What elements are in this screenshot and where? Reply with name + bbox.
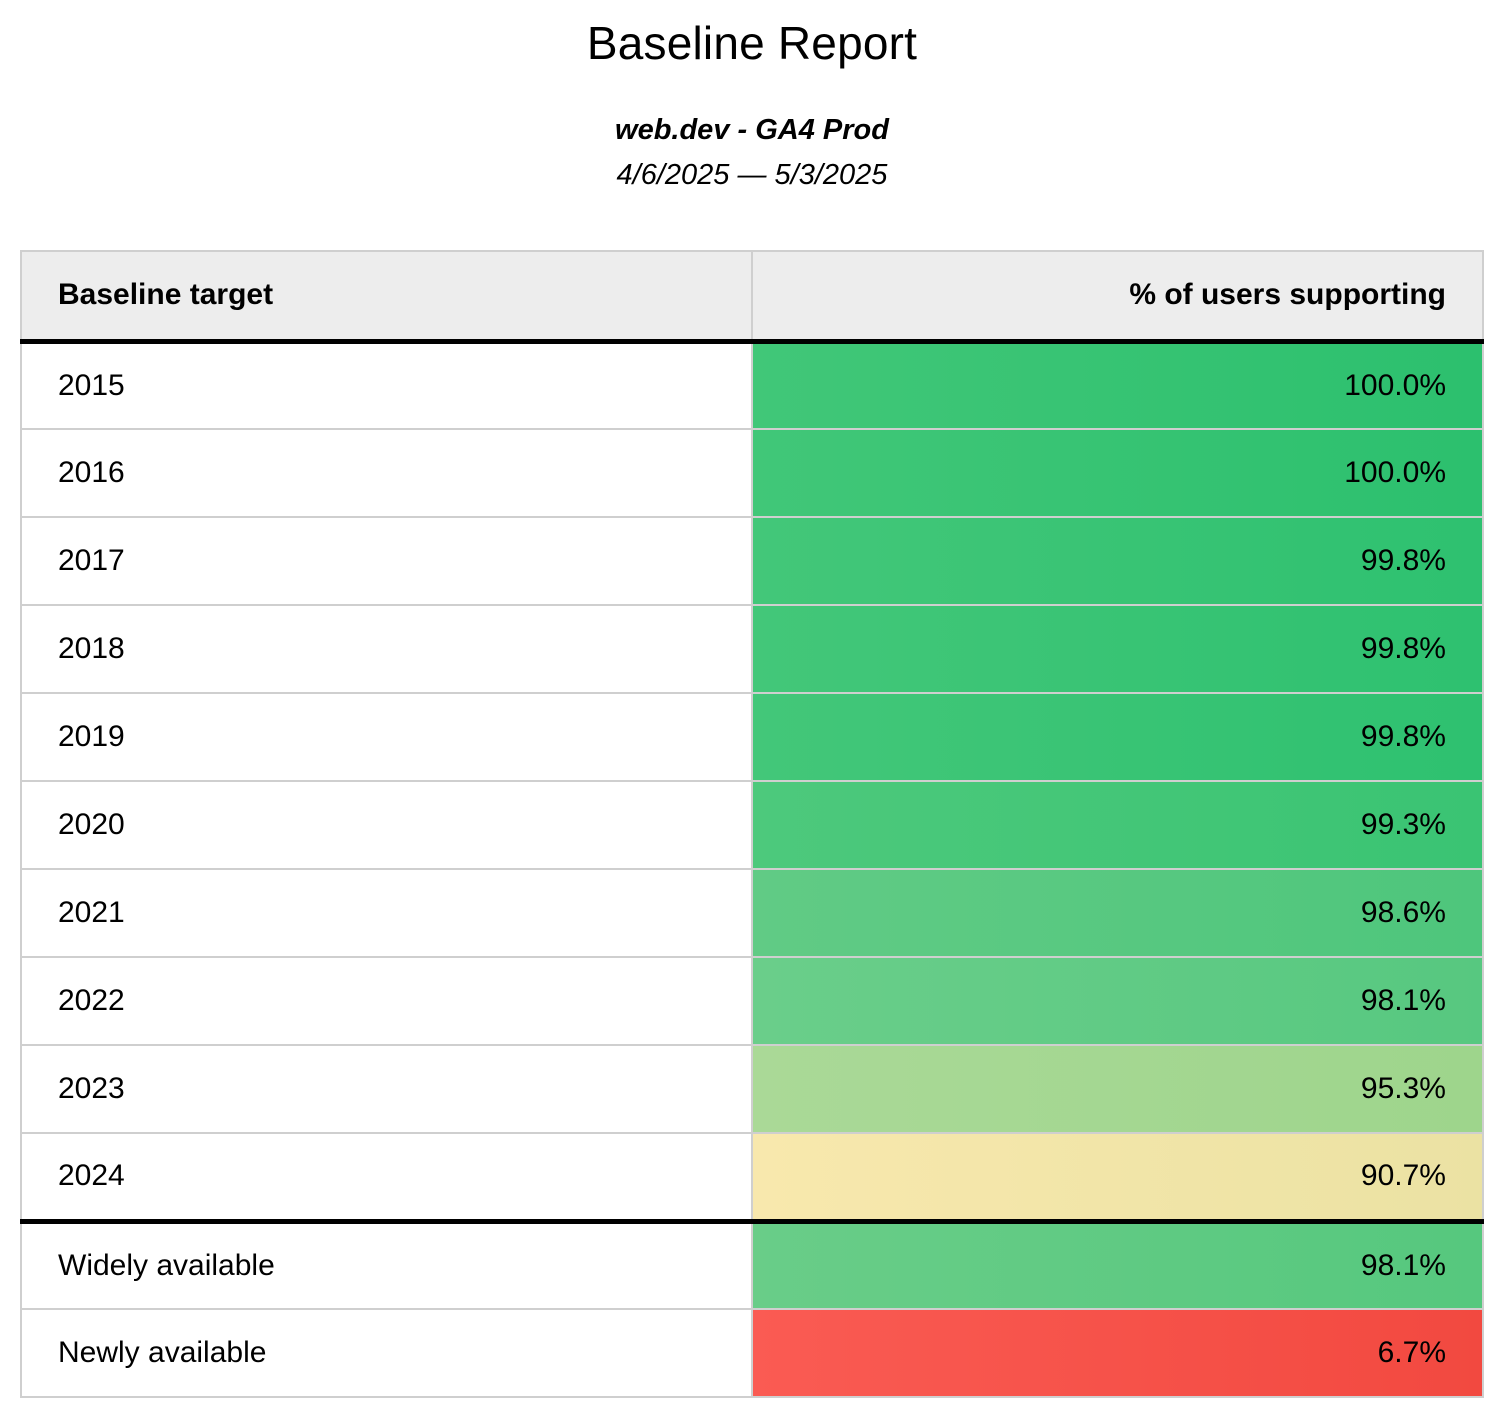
baseline-target-cell: Newly available [20, 1308, 753, 1398]
percent-supporting-cell: 98.1% [751, 1218, 1484, 1310]
percent-supporting-cell: 100.0% [751, 428, 1484, 518]
table-row: 2020 99.3% [20, 780, 1484, 870]
percent-supporting-cell: 98.1% [751, 956, 1484, 1046]
page-title: Baseline Report [586, 17, 918, 69]
table-header: Baseline target % of users supporting [20, 250, 1484, 344]
baseline-report-table: Baseline target % of users supporting 20… [20, 250, 1484, 1398]
table-row: Newly available 6.7% [20, 1308, 1484, 1398]
report-header: Baseline Report web.dev - GA4 Prod 4/6/2… [0, 16, 1504, 192]
report-date-range: 4/6/2025 — 5/3/2025 [616, 159, 888, 191]
report-subtitle: web.dev - GA4 Prod [615, 114, 889, 146]
baseline-target-cell: 2022 [20, 956, 753, 1046]
column-header-baseline-target: Baseline target [20, 250, 753, 344]
column-header-percent-users-supporting: % of users supporting [751, 250, 1484, 344]
table-row: 2015 100.0% [20, 340, 1484, 430]
baseline-target-cell: 2015 [20, 340, 753, 430]
baseline-target-cell: 2020 [20, 780, 753, 870]
baseline-target-cell: 2024 [20, 1132, 753, 1222]
baseline-target-cell: 2017 [20, 516, 753, 606]
percent-supporting-cell: 95.3% [751, 1044, 1484, 1134]
percent-supporting-cell: 100.0% [751, 340, 1484, 430]
percent-supporting-cell: 99.8% [751, 692, 1484, 782]
percent-supporting-cell: 99.8% [751, 516, 1484, 606]
percent-supporting-cell: 6.7% [751, 1308, 1484, 1398]
percent-supporting-cell: 99.3% [751, 780, 1484, 870]
percent-supporting-cell: 98.6% [751, 868, 1484, 958]
percent-supporting-cell: 90.7% [751, 1132, 1484, 1222]
baseline-target-cell: 2018 [20, 604, 753, 694]
table-row: 2021 98.6% [20, 868, 1484, 958]
baseline-target-cell: 2021 [20, 868, 753, 958]
baseline-target-cell: Widely available [20, 1218, 753, 1310]
table-row: 2024 90.7% [20, 1132, 1484, 1222]
table-header-row: Baseline target % of users supporting [20, 250, 1484, 344]
baseline-target-cell: 2019 [20, 692, 753, 782]
table-row: 2017 99.8% [20, 516, 1484, 606]
table-row: 2018 99.8% [20, 604, 1484, 694]
percent-supporting-cell: 99.8% [751, 604, 1484, 694]
table-row: 2023 95.3% [20, 1044, 1484, 1134]
baseline-target-cell: 2023 [20, 1044, 753, 1134]
table-row: 2022 98.1% [20, 956, 1484, 1046]
table-row: 2019 99.8% [20, 692, 1484, 782]
baseline-target-cell: 2016 [20, 428, 753, 518]
table-row: 2016 100.0% [20, 428, 1484, 518]
table-body: 2015 100.0% 2016 100.0% 2017 99.8% 2018 99.8% 20… [20, 340, 1484, 1398]
table-row: Widely available 98.1% [20, 1218, 1484, 1310]
